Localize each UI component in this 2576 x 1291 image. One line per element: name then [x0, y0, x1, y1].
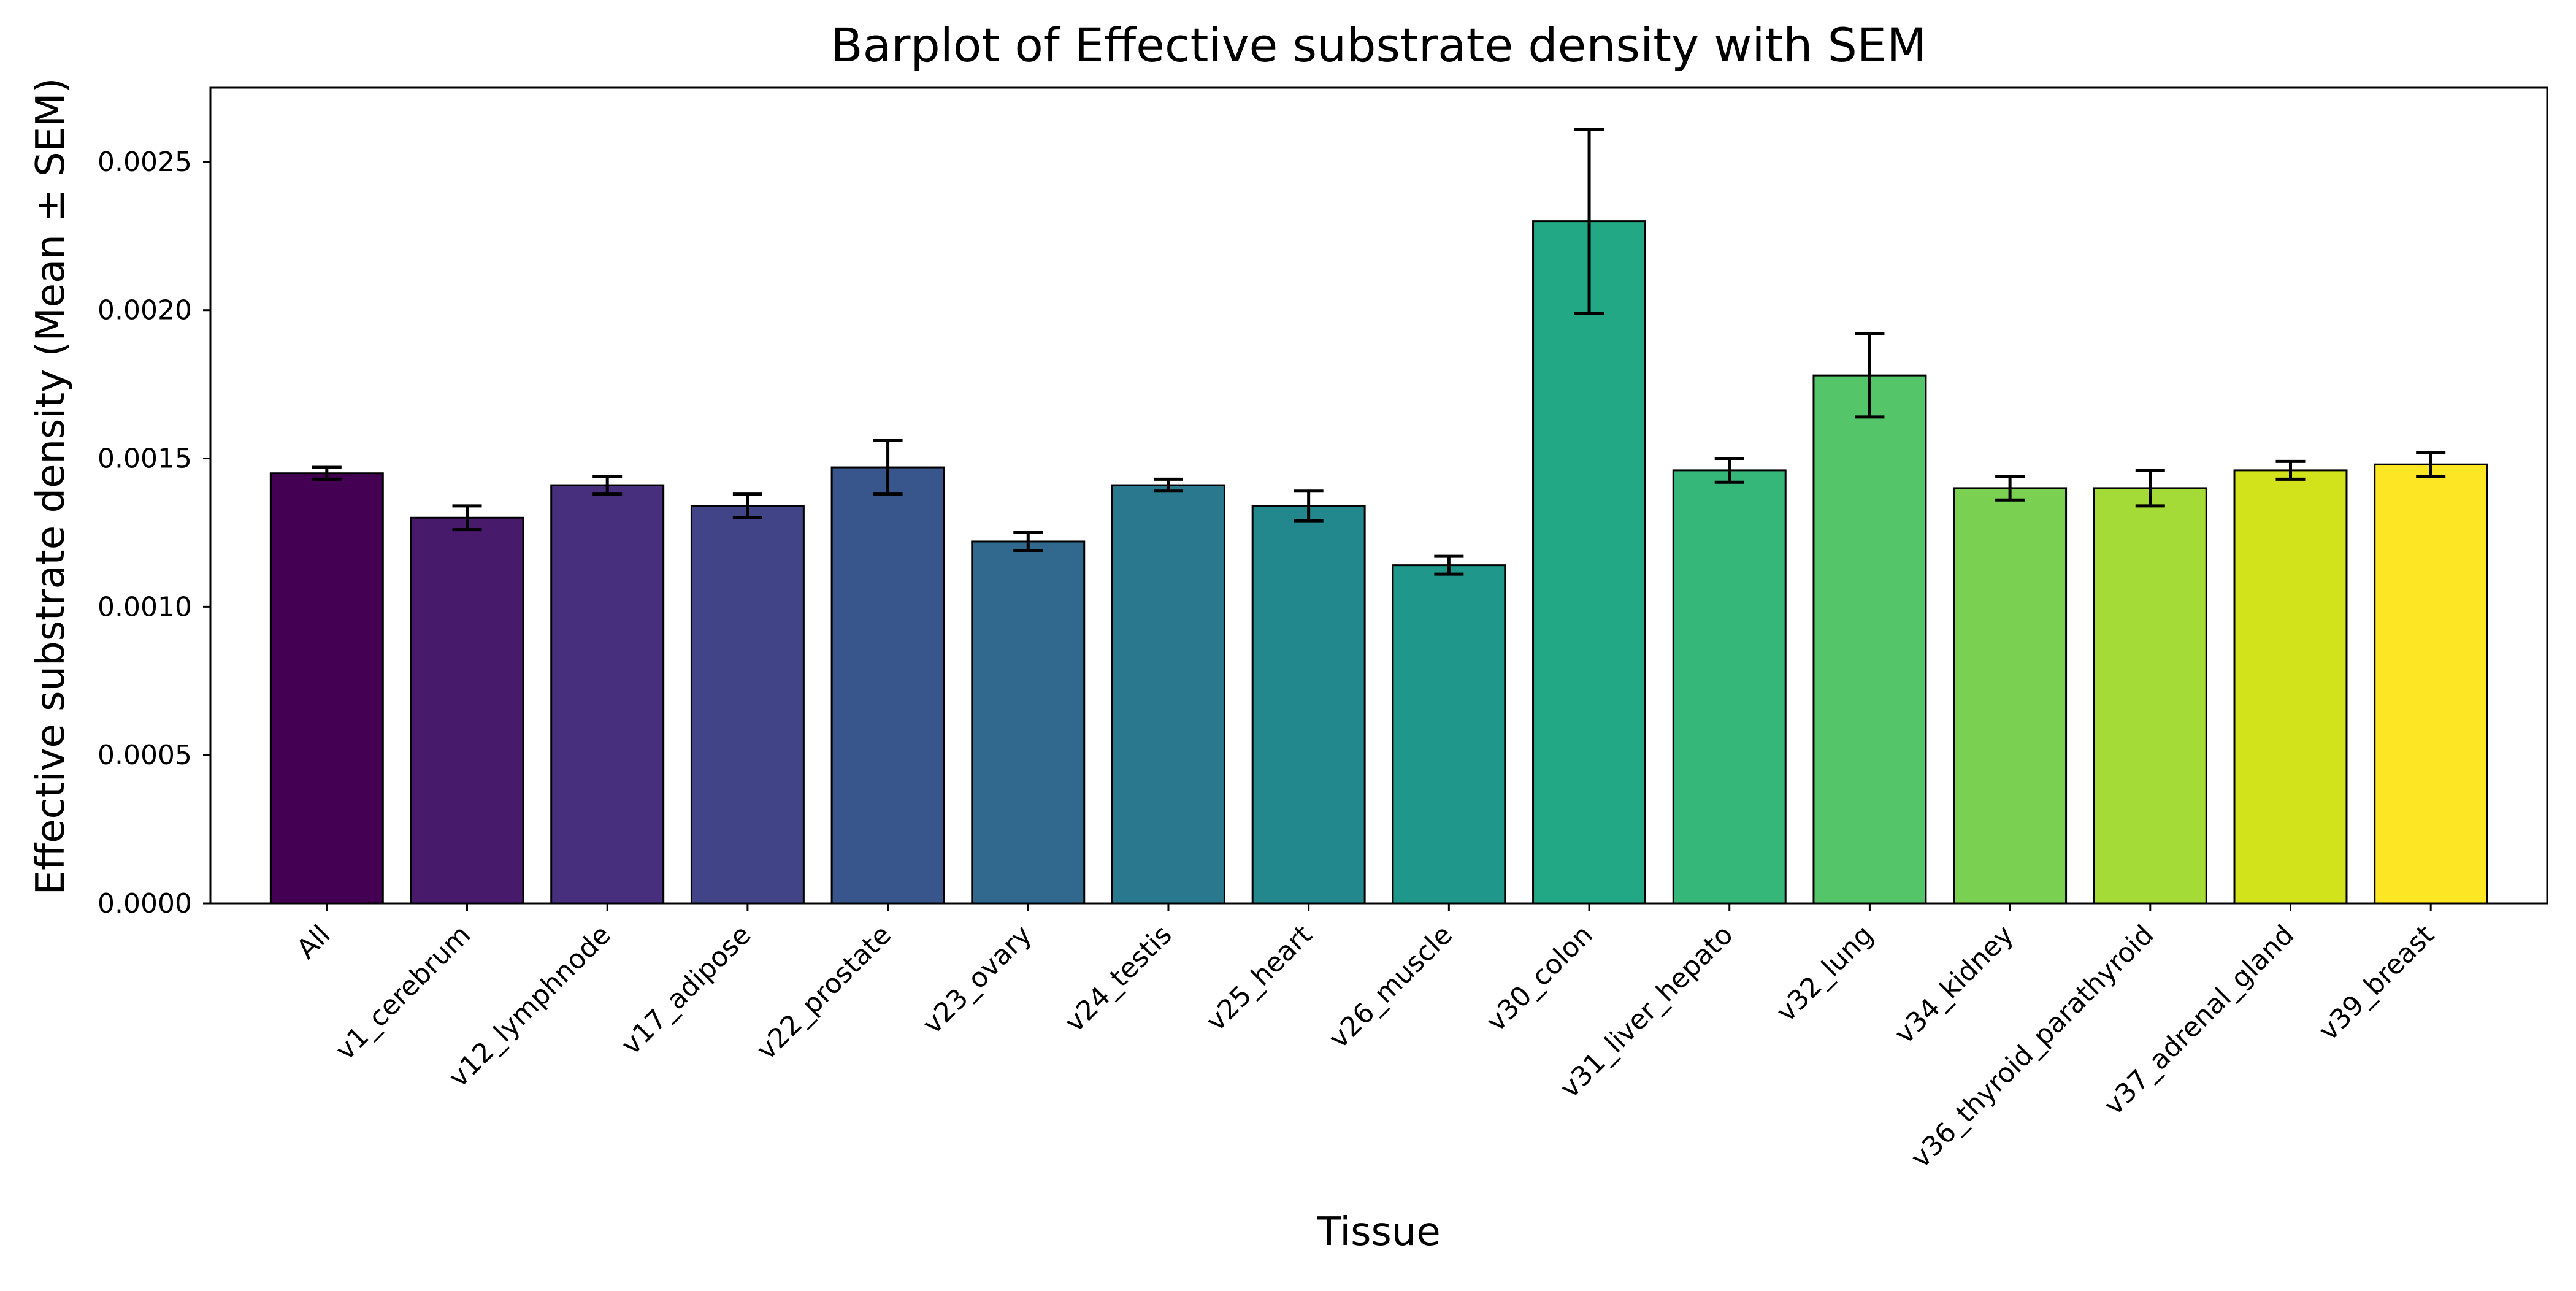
bar-v39_breast [2374, 463, 2488, 905]
bar-v34_kidney [1953, 487, 2068, 905]
error-bar-v39_breast [2416, 451, 2446, 478]
x-axis-label: Tissue [1316, 1209, 1441, 1255]
bar-v36_thyroid_parathyroid [2093, 487, 2207, 905]
bar-v25_heart [1251, 505, 1366, 905]
y-tick-label: 0.0025 [98, 147, 192, 178]
bar-v12_lymphnode [550, 484, 665, 905]
y-tick-label: 0.0000 [98, 888, 192, 919]
bar-v26_muscle [1392, 564, 1506, 905]
error-bar-v23_ovary [1013, 531, 1043, 552]
error-bar-v24_testis [1153, 477, 1183, 493]
error-bar-v12_lymphnode [592, 475, 623, 496]
bar-v24_testis [1111, 484, 1225, 905]
y-axis-label: Effective substrate density (Mean ± SEM) [28, 78, 74, 895]
chart-title: Barplot of Effective substrate density w… [831, 18, 1927, 72]
y-tick-label: 0.0015 [98, 443, 192, 475]
error-bar-v26_muscle [1434, 554, 1464, 576]
error-bars-layer [312, 128, 2446, 576]
y-tick-label: 0.0020 [98, 295, 192, 326]
error-bar-v1_cerebrum [452, 504, 482, 532]
bar-v30_colon [1532, 220, 1647, 905]
bar-v17_adipose [690, 505, 805, 905]
bars-layer [269, 220, 2488, 905]
error-bar-v30_colon [1574, 128, 1604, 315]
bar-v37_adrenal_gland [2233, 469, 2348, 905]
bar-v22_prostate [830, 466, 945, 905]
error-bar-v31_liver_hepato [1714, 457, 1744, 484]
y-axis: 0.0000 0.0005 0.0010 0.0015 0.0020 0.0025 [98, 147, 210, 919]
error-bar-v22_prostate [873, 439, 903, 496]
error-bar-v25_heart [1294, 489, 1324, 523]
error-bar-All [312, 465, 342, 481]
error-bar-v17_adipose [732, 492, 762, 519]
bar-v31_liver_hepato [1672, 469, 1787, 905]
plot-frame [209, 86, 2548, 905]
y-tick-label: 0.0010 [98, 591, 192, 623]
error-bar-v37_adrenal_gland [2275, 459, 2306, 481]
y-tick-label: 0.0005 [98, 740, 192, 771]
error-bar-v32_lung [1855, 332, 1885, 419]
bar-All [269, 472, 384, 905]
bar-v1_cerebrum [410, 516, 524, 905]
error-bar-v34_kidney [1995, 475, 2025, 502]
bar-v23_ovary [971, 540, 1086, 905]
error-bar-v36_thyroid_parathyroid [2135, 469, 2165, 508]
bar-v32_lung [1812, 374, 1927, 905]
